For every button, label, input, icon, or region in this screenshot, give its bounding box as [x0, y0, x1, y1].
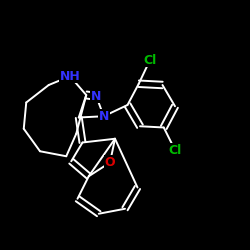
Text: N: N: [91, 90, 102, 103]
Text: O: O: [105, 156, 115, 169]
Text: Cl: Cl: [168, 144, 181, 156]
Text: Cl: Cl: [144, 54, 156, 66]
Text: NH: NH: [60, 70, 80, 83]
Text: N: N: [98, 110, 109, 123]
